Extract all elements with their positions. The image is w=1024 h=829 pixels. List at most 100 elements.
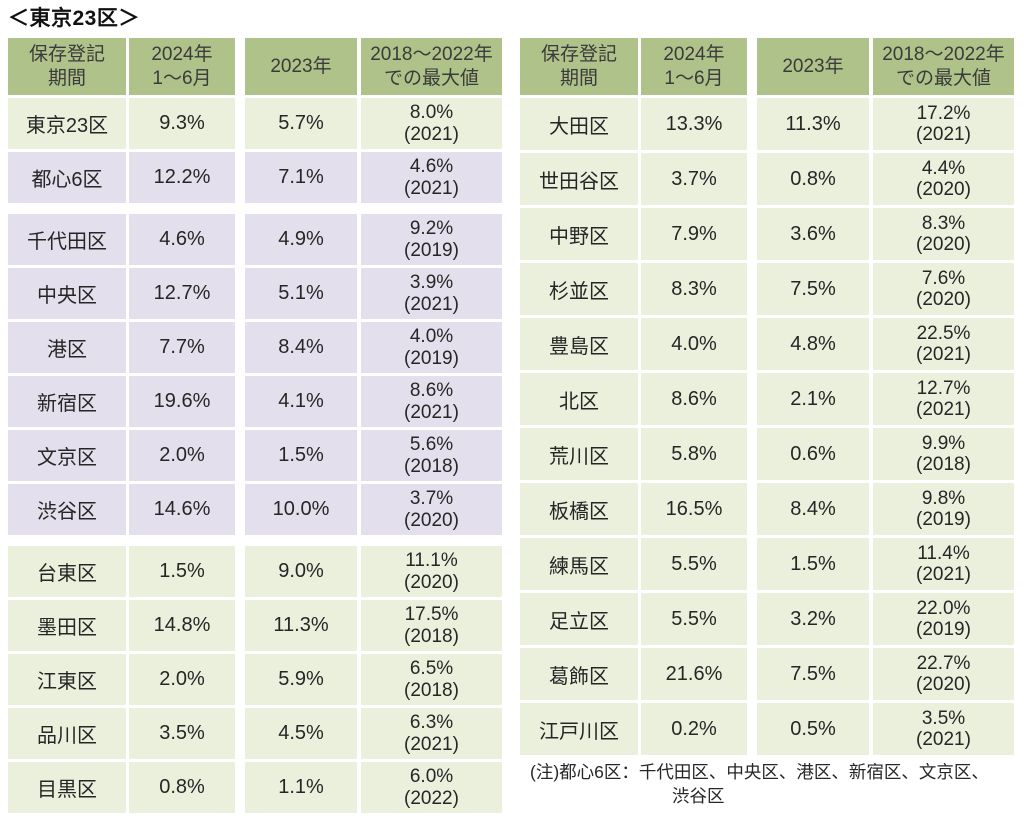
- max-value: 3.7%: [409, 488, 454, 510]
- max-value-cell: 9.2% (2019): [361, 214, 502, 265]
- max-value: 6.3%: [409, 712, 454, 734]
- ward-name-cell: 板橋区: [520, 483, 638, 535]
- ward-row: 文京区 2.0% 1.5% 5.6% (2018): [8, 430, 502, 481]
- value-2023-cell: 0.5%: [757, 703, 869, 755]
- value-2023-cell: 0.8%: [757, 153, 869, 205]
- value-2024-cell: 3.7%: [641, 153, 747, 205]
- max-value-cell: 6.5% (2018): [361, 654, 502, 705]
- max-value-cell: 9.9% (2018): [873, 428, 1014, 480]
- max-year: (2019): [404, 347, 459, 369]
- max-value: 7.6%: [921, 267, 966, 289]
- max-value: 3.5%: [921, 707, 966, 729]
- ward-name-cell: 渋谷区: [8, 484, 126, 535]
- max-value: 9.2%: [409, 218, 454, 240]
- value-2024-cell: 21.6%: [641, 648, 747, 700]
- max-value: 5.6%: [409, 434, 454, 456]
- max-value-cell: 17.2% (2021): [873, 98, 1014, 150]
- value-2023-cell: 4.5%: [245, 708, 357, 759]
- value-2023-cell: 3.6%: [757, 208, 869, 260]
- value-2024-cell: 0.8%: [129, 762, 235, 813]
- header-cell: 2024年 1～6月: [129, 38, 235, 95]
- max-value: 4.4%: [921, 157, 966, 179]
- max-value-cell: 22.5% (2021): [873, 318, 1014, 370]
- ward-row: 中央区 12.7% 5.1% 3.9% (2021): [8, 268, 502, 319]
- ward-name-cell: 豊島区: [520, 318, 638, 370]
- value-2024-cell: 0.2%: [641, 703, 747, 755]
- max-value-cell: 8.0% (2021): [361, 98, 502, 149]
- max-value-cell: 7.6% (2020): [873, 263, 1014, 315]
- value-2023-cell: 3.2%: [757, 593, 869, 645]
- value-2023-cell: 2.1%: [757, 373, 869, 425]
- max-value: 17.2%: [916, 102, 971, 124]
- ward-name-cell: 文京区: [8, 430, 126, 481]
- value-2023-cell: 7.1%: [245, 152, 357, 203]
- value-2023-cell: 4.9%: [245, 214, 357, 265]
- value-2023-cell: 5.9%: [245, 654, 357, 705]
- footnote: (注)都心6区：千代田区、中央区、港区、新宿区、文京区、 渋谷区: [530, 760, 1020, 808]
- max-value-cell: 3.9% (2021): [361, 268, 502, 319]
- footnote-line-2: 渋谷区: [672, 786, 725, 807]
- max-value: 22.7%: [916, 652, 971, 674]
- ward-row: 墨田区 14.8% 11.3% 17.5% (2018): [8, 600, 502, 651]
- max-value-cell: 17.5% (2018): [361, 600, 502, 651]
- max-value: 9.8%: [921, 487, 966, 509]
- max-year: (2021): [404, 733, 459, 755]
- ward-row: 目黒区 0.8% 1.1% 6.0% (2022): [8, 762, 502, 813]
- value-2024-cell: 12.2%: [129, 152, 235, 203]
- max-value: 22.0%: [916, 597, 971, 619]
- ward-row: 品川区 3.5% 4.5% 6.3% (2021): [8, 708, 502, 759]
- value-2023-cell: 0.6%: [757, 428, 869, 480]
- header-cell: 2023年: [245, 38, 357, 95]
- value-2023-cell: 1.5%: [757, 538, 869, 590]
- ward-name-cell: 荒川区: [520, 428, 638, 480]
- max-value: 4.6%: [409, 156, 454, 178]
- ward-name-cell: 杉並区: [520, 263, 638, 315]
- max-value: 4.0%: [409, 326, 454, 348]
- value-2024-cell: 4.0%: [641, 318, 747, 370]
- max-year: (2018): [916, 454, 971, 475]
- max-value: 6.0%: [409, 766, 454, 788]
- ward-row: 千代田区 4.6% 4.9% 9.2% (2019): [8, 214, 502, 265]
- max-value: 6.5%: [409, 658, 454, 680]
- max-value-cell: 11.1% (2020): [361, 546, 502, 597]
- ward-name-cell: 葛飾区: [520, 648, 638, 700]
- max-value: 17.5%: [404, 604, 459, 626]
- value-2024-cell: 12.7%: [129, 268, 235, 319]
- max-year: (2020): [916, 234, 971, 255]
- header-cell: 保存登記 期間: [8, 38, 126, 95]
- max-value-cell: 12.7% (2021): [873, 373, 1014, 425]
- max-value-cell: 22.7% (2020): [873, 648, 1014, 700]
- max-value: 8.0%: [409, 102, 454, 124]
- ward-row: 東京23区 9.3% 5.7% 8.0% (2021): [8, 98, 502, 149]
- value-2023-cell: 8.4%: [757, 483, 869, 535]
- ward-name-cell: 中野区: [520, 208, 638, 260]
- ward-row: 荒川区 5.8% 0.6% 9.9% (2018): [520, 428, 1014, 480]
- max-year: (2021): [916, 729, 971, 750]
- ward-row: 北区 8.6% 2.1% 12.7% (2021): [520, 373, 1014, 425]
- value-2024-cell: 14.6%: [129, 484, 235, 535]
- max-value-cell: 3.7% (2020): [361, 484, 502, 535]
- header-row: 保存登記 期間 2024年 1～6月 2023年 2018～2022年 での最大値: [520, 38, 1014, 95]
- max-year: (2018): [404, 455, 459, 477]
- max-year: (2018): [404, 625, 459, 647]
- value-2024-cell: 9.3%: [129, 98, 235, 149]
- value-2024-cell: 5.5%: [641, 538, 747, 590]
- max-year: (2021): [404, 177, 459, 199]
- ward-name-cell: 江東区: [8, 654, 126, 705]
- max-value-cell: 11.4% (2021): [873, 538, 1014, 590]
- header-cell: 保存登記 期間: [520, 38, 638, 95]
- value-2023-cell: 4.1%: [245, 376, 357, 427]
- value-2023-cell: 11.3%: [245, 600, 357, 651]
- max-year: (2020): [404, 509, 459, 531]
- max-year: (2022): [404, 787, 459, 809]
- max-value-cell: 4.0% (2019): [361, 322, 502, 373]
- max-value-cell: 6.3% (2021): [361, 708, 502, 759]
- max-year: (2020): [404, 571, 459, 593]
- max-year: (2021): [404, 293, 459, 315]
- header-cell: 2023年: [757, 38, 869, 95]
- value-2024-cell: 7.7%: [129, 322, 235, 373]
- value-2024-cell: 19.6%: [129, 376, 235, 427]
- value-2024-cell: 5.8%: [641, 428, 747, 480]
- max-year: (2021): [404, 401, 459, 423]
- max-year: (2021): [404, 123, 459, 145]
